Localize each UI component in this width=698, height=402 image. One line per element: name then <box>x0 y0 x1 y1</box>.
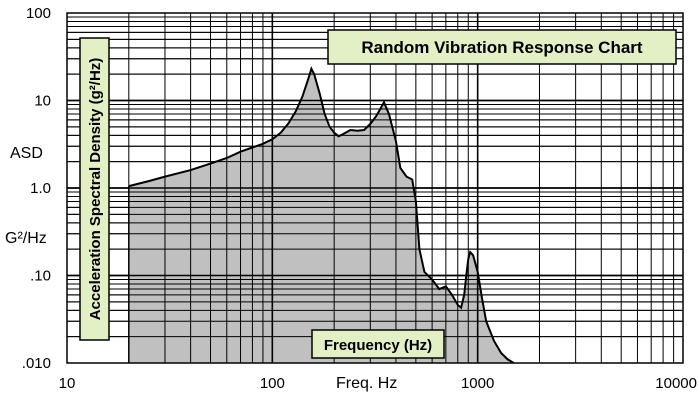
y-tick-label: .10 <box>30 268 51 285</box>
x-caption: Freq. Hz <box>336 375 397 392</box>
ylabel-text: Acceleration Spectral Density (g²/Hz) <box>87 58 104 321</box>
plot-border <box>66 12 684 364</box>
ylabel-box: Acceleration Spectral Density (g²/Hz) <box>79 37 110 341</box>
x-tick-label: 10 <box>59 375 76 392</box>
xlabel-box: Frequency (Hz) <box>311 329 445 359</box>
y-caption-asd: ASD <box>10 145 43 162</box>
xlabel-text: Frequency (Hz) <box>324 337 432 354</box>
y-caption-units: G²/Hz <box>5 230 47 247</box>
y-tick-label: 1.0 <box>30 180 51 197</box>
x-tick-label: 10000 <box>655 375 697 392</box>
y-tick-label: .010 <box>22 355 51 372</box>
x-tick-labels: 10 100 1000 10000 <box>59 375 697 392</box>
y-tick-labels: 100 10 1.0 .10 .010 <box>22 5 51 372</box>
asd-series-line <box>128 66 515 364</box>
chart-title: Random Vibration Response Chart <box>361 38 643 57</box>
y-tick-label: 100 <box>26 5 51 22</box>
x-tick-label: 1000 <box>461 375 494 392</box>
y-tick-label: 10 <box>34 93 51 110</box>
x-tick-label: 100 <box>260 375 285 392</box>
title-box: Random Vibration Response Chart <box>327 29 677 65</box>
